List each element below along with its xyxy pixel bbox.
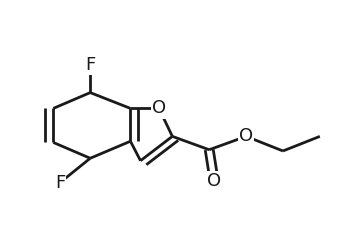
Text: F: F: [55, 174, 65, 192]
Text: F: F: [85, 56, 95, 74]
Text: O: O: [239, 127, 253, 145]
Text: O: O: [152, 99, 166, 117]
Text: O: O: [207, 172, 221, 190]
